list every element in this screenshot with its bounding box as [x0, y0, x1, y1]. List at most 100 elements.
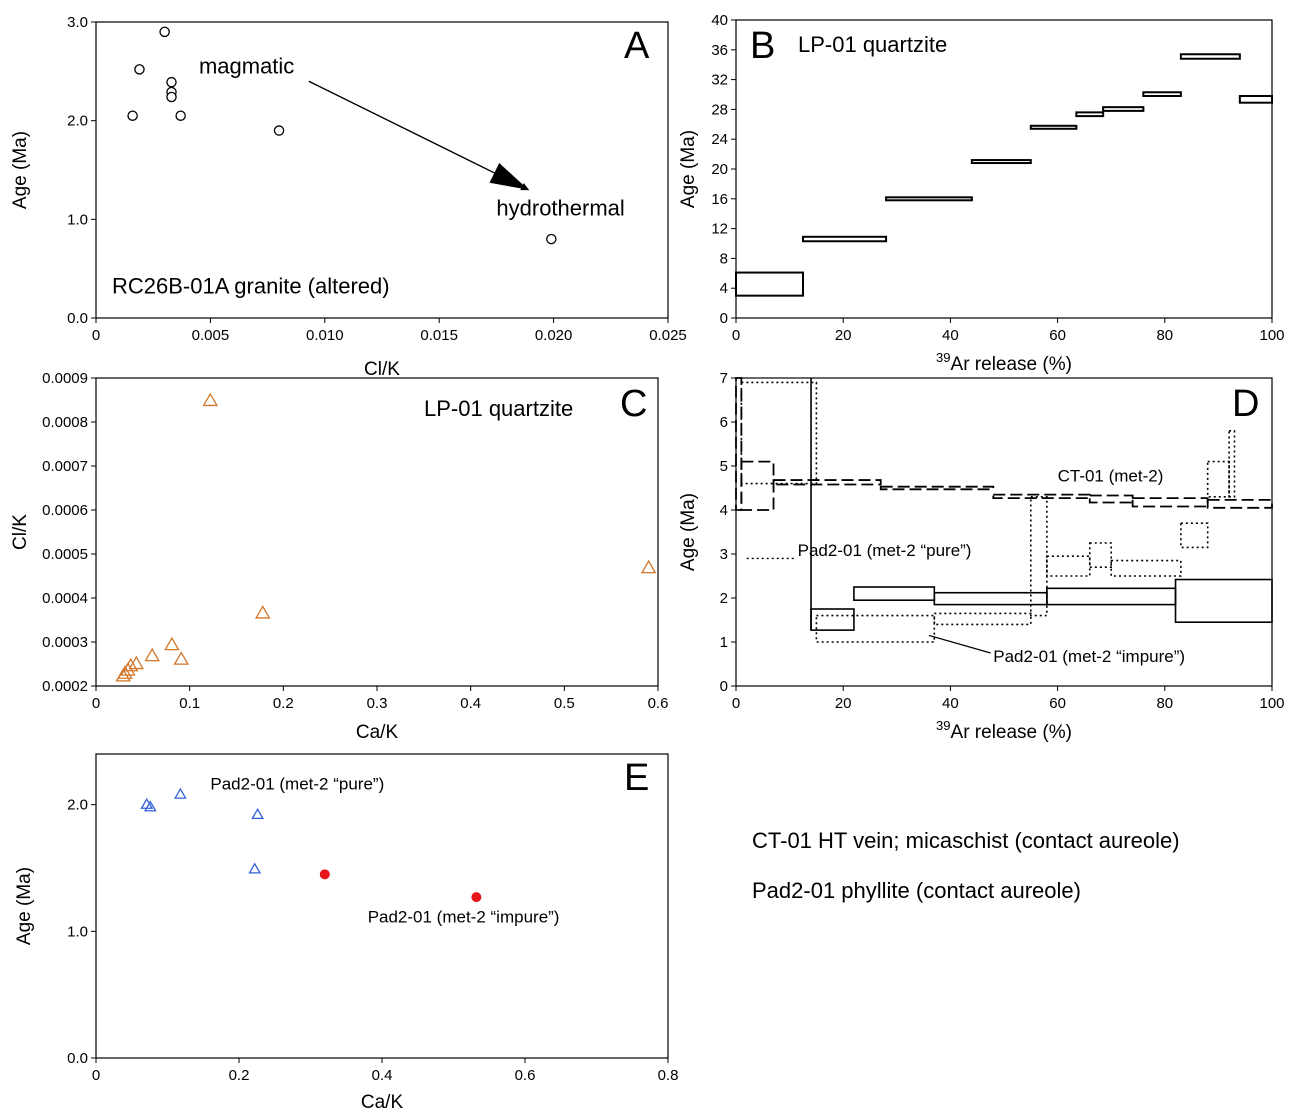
data-point-pure — [174, 787, 187, 799]
x-axis-label-sup: 39 — [936, 718, 950, 733]
release-step-series-2 — [1046, 587, 1177, 606]
release-step-series-0 — [740, 460, 775, 511]
data-point — [144, 647, 160, 662]
y-tick-label: 4 — [720, 502, 728, 519]
annotation-0: Pad2-01 (met-2 “pure”) — [210, 774, 384, 793]
annotation-0: CT-01 (met-2) — [1058, 466, 1164, 485]
x-tick-label: 60 — [1049, 327, 1066, 344]
data-point — [273, 125, 285, 136]
y-tick-label: 40 — [711, 12, 728, 29]
x-tick-label: 100 — [1259, 327, 1284, 344]
x-tick-label: 20 — [835, 695, 852, 712]
annotation-1: hydrothermal — [496, 195, 624, 220]
y-tick-label: 0.0004 — [42, 590, 88, 607]
release-step-series-1 — [1228, 429, 1236, 498]
data-point — [117, 665, 133, 679]
x-tick-label: 80 — [1156, 327, 1173, 344]
x-axis-label: 39Ar release (%) — [936, 718, 1072, 743]
x-tick-label: 20 — [835, 327, 852, 344]
x-tick-label: 0.1 — [179, 695, 200, 712]
y-axis-label: Cl/K — [10, 514, 31, 550]
data-point — [546, 233, 557, 245]
data-point — [166, 76, 177, 88]
y-tick-label: 0.0006 — [42, 502, 88, 519]
x-tick-label: 0.025 — [649, 327, 687, 344]
y-tick-label: 20 — [711, 161, 728, 178]
y-tick-label: 7 — [720, 370, 728, 387]
release-step-series-1 — [1030, 495, 1048, 617]
x-axis-label-main: Ar release (%) — [951, 354, 1072, 375]
release-step-series-2 — [810, 608, 855, 631]
data-point — [128, 655, 145, 670]
y-tick-label: 24 — [711, 131, 728, 148]
y-axis-label: Age (Ma) — [10, 131, 31, 209]
x-tick-label: 40 — [942, 695, 959, 712]
x-tick-label: 0.020 — [535, 327, 573, 344]
release-step — [1238, 94, 1273, 104]
panel-title: LP-01 quartzite — [424, 396, 573, 421]
data-point-pure — [143, 800, 157, 812]
release-step-series-1 — [1046, 555, 1091, 577]
y-tick-label: 4 — [720, 280, 728, 297]
data-point — [159, 26, 170, 38]
y-tick-label: 12 — [711, 221, 728, 238]
release-step-series-1 — [1206, 460, 1230, 498]
leader-line-impure — [928, 634, 991, 654]
y-tick-label: 1.0 — [67, 923, 88, 940]
data-point — [164, 636, 180, 651]
x-tick-label: 0 — [92, 327, 100, 344]
plot-frame-a — [95, 21, 669, 319]
x-axis-label: Ca/K — [361, 1092, 404, 1112]
plot-frame-d — [735, 377, 1273, 687]
x-axis-label-sup: 39 — [936, 350, 950, 365]
release-step-series-1 — [1180, 522, 1209, 549]
data-point-pure — [248, 862, 262, 874]
x-tick-label: 0 — [92, 1067, 100, 1084]
y-tick-label: 0.0 — [67, 1050, 88, 1067]
plot-frame-e — [95, 753, 669, 1059]
data-point-impure — [471, 892, 482, 903]
x-tick-label: 0.5 — [554, 695, 575, 712]
release-step-series-0 — [1206, 498, 1273, 509]
y-tick-label: 28 — [711, 101, 728, 118]
annotation-1: Pad2-01 (met-2 “pure”) — [798, 541, 972, 560]
y-tick-label: 2.0 — [67, 113, 88, 130]
release-step — [802, 235, 888, 243]
panel-title: LP-01 quartzite — [798, 32, 947, 57]
release-step — [1179, 53, 1241, 60]
y-tick-label: 1.0 — [67, 211, 88, 228]
legend-line-2: Pad2-01 phyllite (contact aureole) — [752, 878, 1081, 903]
y-tick-label: 36 — [711, 42, 728, 59]
annotation-0: magmatic — [199, 53, 294, 78]
release-step — [970, 159, 1032, 165]
data-point — [640, 559, 657, 574]
x-tick-label: 40 — [942, 327, 959, 344]
y-tick-label: 0.0002 — [42, 678, 88, 695]
data-point — [127, 110, 138, 121]
panel-e: 0 0.2 0.4 0.6 0.8 0.0 1.0 2.0 Ca/K Age (Ma) E Pad2-… — [14, 753, 679, 1112]
data-point — [166, 91, 177, 103]
x-axis-label: Cl/K — [364, 359, 400, 380]
x-tick-label: 0.3 — [367, 695, 388, 712]
x-tick-label: 0 — [732, 695, 740, 712]
panel-a: 0 0.005 0.010 0.015 0.020 0.025 0.0 1.0 2.0 3.0 Cl… — [10, 14, 687, 380]
y-tick-label: 1 — [720, 634, 728, 651]
x-tick-label: 0 — [92, 695, 100, 712]
release-step-series-1 — [740, 381, 818, 485]
x-axis-label: Ca/K — [356, 722, 399, 743]
sample-legend: CT-01 HT vein; micaschist (contact aureo… — [752, 828, 1180, 903]
x-axis-label-main: Ar release (%) — [951, 722, 1072, 743]
annotation-1: Pad2-01 (met-2 “impure”) — [368, 907, 560, 926]
y-tick-label: 0.0005 — [42, 546, 88, 563]
release-step-series-2 — [1174, 578, 1273, 624]
y-axis-label: Age (Ma) — [678, 493, 699, 571]
release-step-series-2 — [853, 586, 936, 601]
panel-b: 0 20 40 60 80 100 0 4 8 12 16 20 24 28 32 36 40 39Ar rele… — [678, 12, 1285, 375]
data-point — [254, 605, 271, 619]
release-step — [1142, 91, 1182, 97]
x-tick-label: 100 — [1259, 695, 1284, 712]
x-tick-label: 0.8 — [658, 1067, 679, 1084]
y-axis-label: Age (Ma) — [14, 867, 35, 945]
y-tick-label: 0 — [720, 678, 728, 695]
